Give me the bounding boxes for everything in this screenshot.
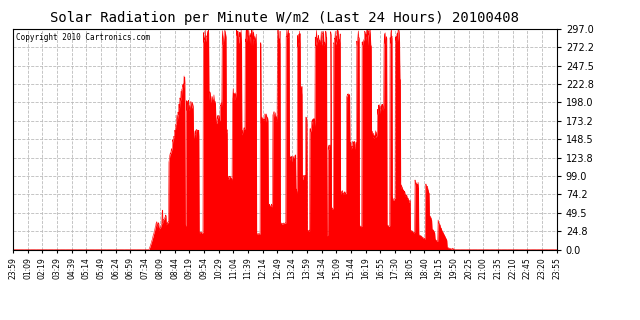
Title: Solar Radiation per Minute W/m2 (Last 24 Hours) 20100408: Solar Radiation per Minute W/m2 (Last 24…: [51, 11, 519, 25]
Text: Copyright 2010 Cartronics.com: Copyright 2010 Cartronics.com: [15, 33, 150, 42]
